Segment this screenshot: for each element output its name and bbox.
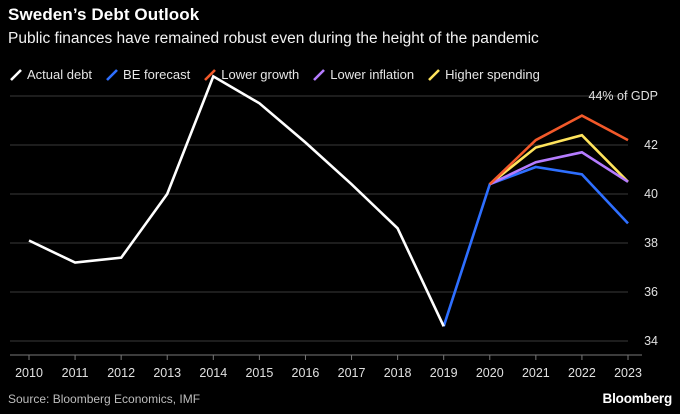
series-line-lower-growth [488,114,629,186]
series-line-be-forecast [442,165,629,327]
x-tick-label: 2021 [522,366,550,380]
x-tick-label: 2022 [568,366,596,380]
x-tick-label: 2018 [384,366,412,380]
y-tick-label: 34 [644,334,658,348]
x-tick-label: 2019 [430,366,458,380]
chart-title: Sweden’s Debt Outlook [8,5,200,24]
legend: Actual debt BE forecast Lower growth Lower … [10,67,540,82]
bloomberg-logo: Bloomberg [602,391,673,406]
y-unit-label: 44% of GDP [589,89,658,103]
legend-swatch-icon [10,68,22,81]
legend-item: Lower growth [204,67,299,82]
y-tick-label: 40 [644,187,658,201]
legend-label: Actual debt [27,67,93,82]
chart-subtitle: Public finances have remained robust eve… [8,30,539,47]
legend-label: Higher spending [445,67,540,82]
x-tick-label: 2020 [476,366,504,380]
legend-item: Actual debt [10,67,92,82]
x-tick-label: 2012 [107,366,135,380]
legend-label: Lower growth [221,67,300,82]
x-tick-label: 2023 [614,366,642,380]
series-line-higher-spending [488,133,629,186]
x-tick-label: 2017 [338,366,366,380]
series-line-lower-inflation [489,150,629,186]
legend-item: Higher spending [428,67,540,82]
legend-item: Lower inflation [313,67,414,82]
x-tick-label: 2011 [62,366,89,380]
source-note: Source: Bloomberg Economics, IMF [8,392,201,406]
y-tick-label: 38 [644,236,658,250]
y-tick-label: 42 [644,138,658,152]
legend-swatch-icon [106,68,118,81]
legend-label: Lower inflation [330,67,415,82]
legend-item: BE forecast [106,67,190,82]
x-tick-label: 2014 [199,366,227,380]
x-tick-label: 2010 [15,366,43,380]
x-tick-label: 2016 [292,366,320,380]
series-line-actual-debt [28,74,445,327]
legend-swatch-icon [204,68,217,81]
x-tick-label: 2015 [245,366,273,380]
legend-label: BE forecast [123,67,191,82]
x-tick-label: 2013 [153,366,181,380]
y-tick-label: 36 [644,285,658,299]
legend-swatch-icon [428,68,441,81]
legend-swatch-icon [313,68,326,81]
